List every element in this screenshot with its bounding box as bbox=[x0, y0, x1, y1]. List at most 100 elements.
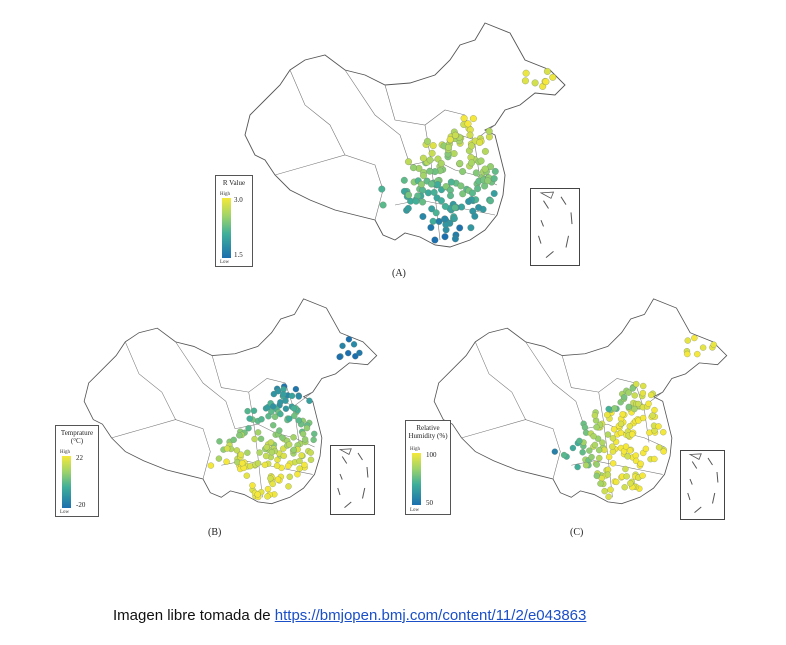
province-border bbox=[274, 154, 384, 221]
city-point bbox=[264, 485, 272, 493]
city-point bbox=[257, 435, 265, 443]
legend-color-bar bbox=[62, 456, 71, 508]
inset-islands bbox=[337, 448, 369, 508]
china-map-c bbox=[433, 298, 728, 505]
legend-title: Temprature (°C) bbox=[60, 429, 94, 445]
city-point bbox=[419, 198, 427, 206]
province-border bbox=[344, 69, 411, 166]
city-point bbox=[273, 462, 281, 469]
city-point bbox=[295, 417, 302, 424]
city-point bbox=[292, 385, 300, 393]
city-point bbox=[451, 204, 459, 212]
legend-low-value: 1.5 bbox=[234, 251, 243, 259]
city-point bbox=[441, 215, 449, 223]
city-point bbox=[277, 410, 284, 418]
city-point bbox=[296, 465, 303, 472]
city-point bbox=[280, 452, 287, 460]
city-point bbox=[424, 137, 431, 145]
city-point bbox=[460, 114, 468, 122]
city-point bbox=[244, 408, 251, 415]
city-point bbox=[631, 405, 638, 413]
panel-label-b: (B) bbox=[208, 527, 222, 538]
boundary-dash bbox=[565, 235, 569, 248]
city-point bbox=[622, 443, 630, 450]
city-point bbox=[432, 209, 440, 217]
city-point bbox=[412, 197, 420, 205]
boundary-dash bbox=[357, 452, 363, 461]
city-point bbox=[306, 397, 313, 404]
city-point bbox=[593, 424, 600, 431]
city-point bbox=[437, 159, 445, 167]
legend-humidity: Relative Humidity (%) High 100 50 Low bbox=[405, 420, 451, 515]
city-point bbox=[270, 422, 277, 429]
source-link[interactable]: https://bmjopen.bmj.com/content/11/2/e04… bbox=[274, 607, 587, 624]
boundary-dash bbox=[689, 478, 693, 485]
city-point bbox=[258, 416, 265, 423]
city-point bbox=[254, 429, 262, 436]
city-point bbox=[579, 449, 586, 456]
city-point bbox=[629, 431, 636, 438]
city-point bbox=[605, 453, 613, 461]
city-point bbox=[441, 202, 449, 210]
city-point bbox=[684, 350, 691, 358]
city-point bbox=[264, 493, 271, 500]
city-point bbox=[379, 201, 387, 209]
city-point bbox=[419, 186, 427, 194]
city-point bbox=[610, 426, 618, 433]
city-point bbox=[419, 213, 427, 220]
city-point bbox=[223, 458, 230, 465]
city-point bbox=[624, 453, 631, 460]
city-point bbox=[311, 430, 318, 437]
china-map-b bbox=[83, 298, 378, 505]
city-point bbox=[303, 424, 311, 432]
boundary-dash bbox=[694, 506, 702, 513]
city-point bbox=[245, 425, 252, 432]
city-point bbox=[484, 177, 492, 185]
city-point bbox=[649, 412, 656, 419]
city-point bbox=[635, 417, 642, 424]
city-point bbox=[405, 158, 412, 166]
legend-temperature: Temprature (°C) High 22 -20 Low bbox=[55, 425, 99, 517]
map-panel-a: R Value High 3.0 1.5 Low (A) bbox=[215, 15, 585, 285]
city-point bbox=[280, 391, 287, 398]
city-point bbox=[243, 472, 250, 479]
city-point bbox=[490, 190, 498, 197]
boundary-dash bbox=[362, 487, 366, 499]
legend-color-bar bbox=[222, 198, 231, 258]
city-point bbox=[285, 483, 292, 490]
legend-low-value: -20 bbox=[76, 501, 86, 509]
city-point bbox=[588, 453, 595, 461]
city-point bbox=[336, 353, 343, 361]
city-point bbox=[279, 434, 286, 441]
city-point bbox=[531, 79, 539, 87]
city-point bbox=[522, 69, 530, 77]
city-point bbox=[207, 462, 215, 469]
city-point bbox=[699, 344, 707, 351]
city-point bbox=[647, 391, 655, 399]
boundary-dash bbox=[691, 461, 698, 469]
city-point bbox=[244, 449, 251, 456]
boundary-dash bbox=[538, 235, 542, 244]
boundary-dash bbox=[366, 466, 369, 478]
city-point bbox=[261, 461, 269, 469]
city-point bbox=[250, 407, 258, 414]
city-point bbox=[256, 449, 263, 456]
city-point bbox=[621, 394, 628, 401]
city-point bbox=[581, 424, 589, 431]
city-point bbox=[450, 215, 458, 222]
image-credit-caption: Imagen libre tomada de https://bmjopen.b… bbox=[113, 607, 586, 624]
city-point bbox=[307, 456, 315, 463]
province-border bbox=[211, 355, 286, 393]
city-point bbox=[446, 136, 454, 144]
city-point bbox=[298, 452, 305, 459]
city-point bbox=[270, 390, 278, 398]
city-point bbox=[625, 403, 632, 411]
city-point bbox=[485, 127, 493, 135]
city-point bbox=[456, 159, 464, 167]
city-point bbox=[629, 385, 636, 392]
country-outline bbox=[433, 298, 728, 505]
city-point bbox=[268, 449, 275, 456]
boundary-dash bbox=[570, 212, 573, 225]
city-point bbox=[471, 212, 479, 220]
city-point bbox=[263, 444, 270, 451]
